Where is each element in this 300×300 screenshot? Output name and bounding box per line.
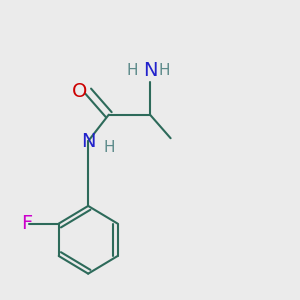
Text: N: N bbox=[143, 61, 157, 80]
Text: N: N bbox=[81, 132, 95, 151]
Text: H: H bbox=[159, 63, 170, 78]
Text: O: O bbox=[72, 82, 87, 100]
Text: F: F bbox=[21, 214, 32, 233]
Text: H: H bbox=[127, 63, 138, 78]
Text: H: H bbox=[103, 140, 115, 154]
